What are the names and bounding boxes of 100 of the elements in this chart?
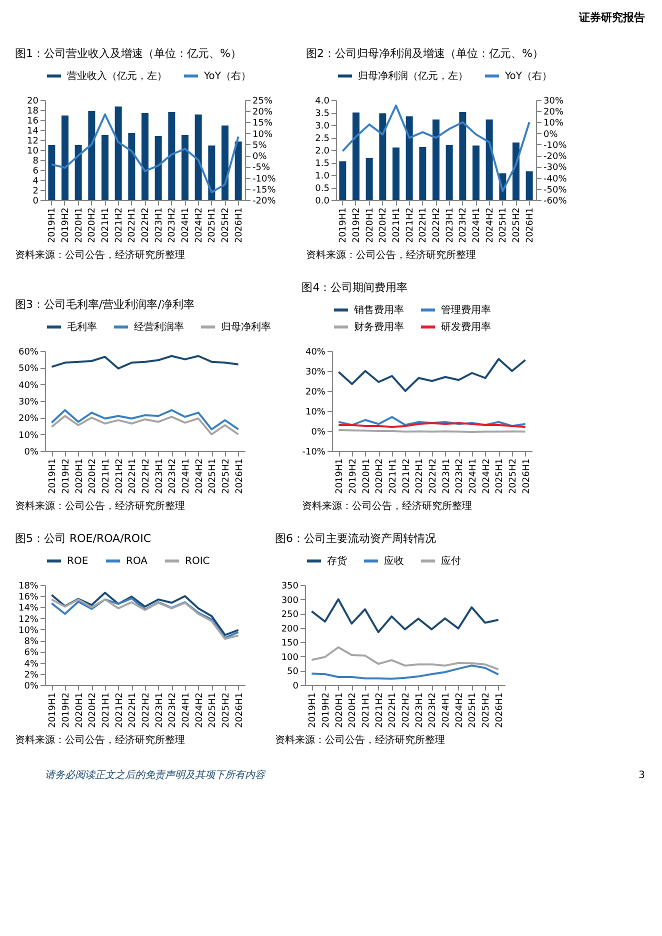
x-tick-label: 2019H2 <box>61 208 71 243</box>
x-tick-label: 2020H2 <box>378 208 389 243</box>
x-tick-label: 2026H1 <box>234 692 245 728</box>
bar <box>379 113 386 200</box>
x-tick-label: 2022H1 <box>388 692 398 728</box>
bar <box>222 126 228 200</box>
y2-tick-label: 20% <box>252 108 273 118</box>
x-tick-label: 2020H2 <box>348 692 358 728</box>
y-tick-label: 10% <box>18 430 39 441</box>
line-series <box>50 113 240 194</box>
x-tick-label: 2020H1 <box>74 692 85 728</box>
bar <box>88 111 96 200</box>
x-tick-label: 2020H2 <box>88 208 98 243</box>
chart-title: 图6：公司主要流动资产周转情况 <box>275 532 436 545</box>
y-tick-label: 150 <box>281 638 299 649</box>
bar <box>406 116 413 200</box>
x-tick-label: 2022H2 <box>142 692 152 728</box>
y-tick-label: 8% <box>24 637 39 648</box>
x-tick-label: 2019H2 <box>322 692 332 728</box>
y-tick-label: 1.5 <box>315 159 330 169</box>
y-tick-label: 10 <box>27 146 39 156</box>
text: 资料来源：公司公告，经济研究所整理 <box>15 249 185 261</box>
y-tick-label: -10% <box>302 448 326 458</box>
y-tick-label: 30% <box>18 398 39 408</box>
bar <box>142 113 148 200</box>
x-tick-label: 2022H1 <box>128 692 138 728</box>
y-tick-label: 0 <box>32 196 39 206</box>
x-tick-label: 2023H2 <box>168 458 178 494</box>
x-tick-label: 2025H2 <box>508 458 518 494</box>
y-tick-label: 4.0 <box>315 96 330 106</box>
y-tick-label: 2 <box>32 186 38 196</box>
x-tick-label: 2022H1 <box>128 208 138 243</box>
y-tick-label: 4% <box>24 659 39 670</box>
x-tick-label: 2024H1 <box>182 692 192 728</box>
x-tick-label: 2021H1 <box>362 692 372 728</box>
bar <box>432 120 440 200</box>
bar <box>486 120 493 200</box>
chart-title: 图4：公司期间费用率 <box>302 281 408 294</box>
y-tick-label: 8 <box>32 156 39 166</box>
x-tick-label: 2023H2 <box>168 208 178 243</box>
x-tick-label: 2019H2 <box>62 692 72 728</box>
bar <box>48 145 56 200</box>
y2-tick-label: -20% <box>252 196 276 206</box>
x-tick-label: 2021H1 <box>101 208 111 243</box>
y2-tick-label: -40% <box>544 174 568 184</box>
y2-tick-label: -10% <box>544 140 568 151</box>
y2-tick-label: 10% <box>544 118 564 129</box>
y-tick-label: 50% <box>18 364 39 374</box>
y-tick-label: 20% <box>305 388 326 398</box>
y-tick-label: 20% <box>18 414 39 424</box>
line-series <box>310 646 500 670</box>
x-tick-label: 2019H2 <box>348 458 358 494</box>
x-tick-label: 2024H2 <box>485 208 496 243</box>
bar <box>208 146 216 200</box>
y-tick-label: 0.0 <box>315 196 330 206</box>
legend-label: 销售费用率 <box>353 304 404 316</box>
x-tick-label: 2020H1 <box>365 208 376 243</box>
y-tick-label: 2% <box>24 670 39 680</box>
y-tick-label: 10% <box>18 626 39 636</box>
legend-label: 应付 <box>441 555 461 567</box>
y2-tick-label: 30% <box>544 96 564 106</box>
x-tick-label: 2023H1 <box>154 208 164 243</box>
line-series <box>50 409 240 430</box>
x-tick-label: 2023H1 <box>414 692 425 728</box>
x-tick-label: 2025H1 <box>495 458 506 494</box>
y-tick-label: 50 <box>287 667 299 678</box>
x-tick-label: 2023H2 <box>428 692 438 728</box>
y2-tick-label: -30% <box>544 163 568 174</box>
text: 请务必阅读正文之后的免责声明及其项下所有内容 <box>45 769 266 781</box>
y2-tick-label: -60% <box>544 196 568 206</box>
text: 资料来源：公司公告，经济研究所整理 <box>306 249 476 261</box>
line-series <box>50 415 240 436</box>
x-tick-label: 2019H1 <box>335 458 346 494</box>
y-tick-label: 16% <box>18 592 39 603</box>
x-tick-label: 2022H2 <box>432 208 442 243</box>
legend-label: 归母净利率 <box>221 321 271 333</box>
y-tick-label: 6% <box>24 648 39 658</box>
x-tick-label: 2021H2 <box>405 208 416 243</box>
y-tick-label: 0% <box>24 682 39 692</box>
x-tick-label: 2024H1 <box>472 208 482 243</box>
x-tick-label: 2019H1 <box>338 208 349 243</box>
x-tick-label: 2024H1 <box>468 458 478 494</box>
y-tick-label: 14% <box>18 604 39 614</box>
text: 资料来源：公司公告，经济研究所整理 <box>302 500 472 512</box>
x-tick-label: 2025H2 <box>222 458 232 494</box>
y-tick-label: 10% <box>305 408 326 418</box>
x-tick-label: 2022H2 <box>142 458 152 494</box>
y-tick-label: 0 <box>292 682 299 692</box>
line-series <box>338 416 526 427</box>
x-tick-label: 2019H1 <box>48 692 58 728</box>
x-tick-label: 2023H2 <box>455 458 466 494</box>
x-tick-label: 2026H1 <box>234 208 244 243</box>
legend-label: ROE <box>67 556 88 567</box>
x-tick-label: 2026H1 <box>525 208 536 243</box>
chart-title: 图1：公司营业收入及增速（单位：亿元、%） <box>15 47 242 60</box>
bar <box>182 135 188 200</box>
y-tick-label: 0% <box>24 448 39 458</box>
bar <box>339 161 346 200</box>
bar <box>472 146 480 200</box>
x-tick-label: 2023H1 <box>442 458 452 494</box>
